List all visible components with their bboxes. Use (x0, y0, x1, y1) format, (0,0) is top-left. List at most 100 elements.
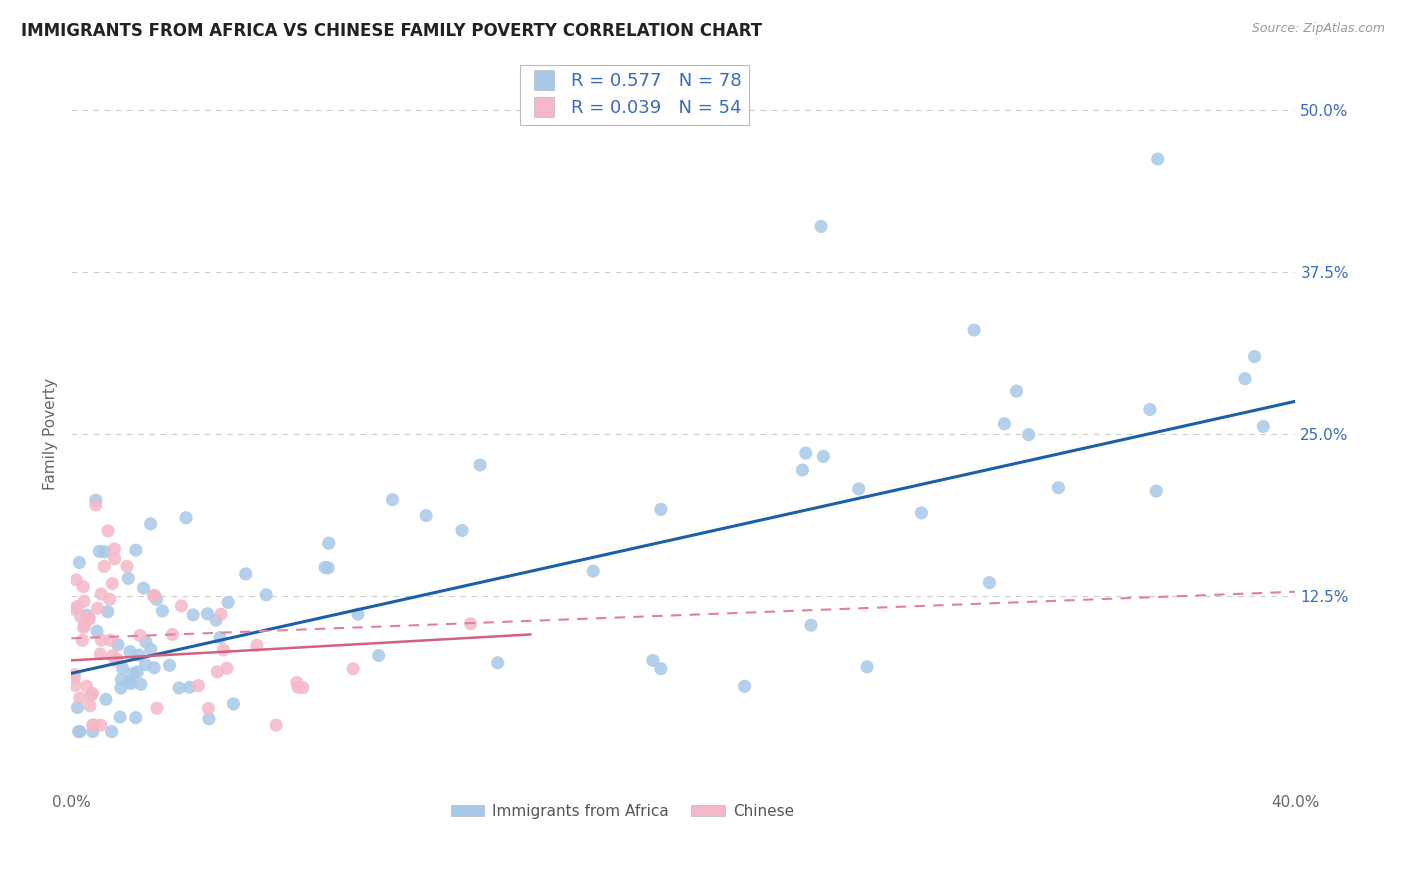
Point (103, 541, 125, 556)
Point (90, 633, 112, 648)
Point (82, 687, 104, 701)
Point (65, 573, 87, 587)
Point (910, 506, 932, 520)
Point (94, 692, 117, 706)
Point (291, 681, 314, 695)
Point (115, 559, 138, 574)
Point (63, 667, 86, 681)
Point (105, 652, 128, 666)
Y-axis label: Family Poverty: Family Poverty (44, 377, 58, 490)
Point (217, 595, 239, 609)
Point (181, 607, 204, 622)
Point (135, 634, 157, 648)
Point (993, 417, 1015, 431)
Point (1139, 402, 1161, 417)
Point (246, 639, 269, 653)
Point (66, 599, 89, 614)
Point (810, 219, 832, 234)
Point (82, 724, 104, 739)
Point (93, 559, 115, 574)
Point (97, 605, 120, 619)
Point (207, 665, 229, 679)
Point (111, 662, 134, 676)
Point (104, 653, 127, 667)
Point (1018, 427, 1040, 442)
Point (197, 607, 219, 621)
Point (792, 463, 814, 477)
Point (1146, 152, 1168, 166)
Point (208, 631, 231, 645)
Point (125, 543, 148, 558)
Point (460, 616, 482, 631)
Point (167, 681, 190, 695)
Point (800, 618, 823, 632)
Point (80, 689, 103, 703)
Point (1253, 419, 1275, 434)
Point (139, 516, 162, 531)
Point (174, 510, 197, 524)
Point (129, 677, 152, 691)
Point (94, 545, 117, 559)
Point (132, 581, 155, 595)
Point (79, 611, 101, 625)
Point (318, 536, 340, 550)
Point (963, 323, 986, 337)
Point (451, 524, 474, 538)
Point (63, 671, 86, 685)
Point (89, 544, 111, 558)
Text: IMMIGRANTS FROM AFRICA VS CHINESE FAMILY POVERTY CORRELATION CHART: IMMIGRANTS FROM AFRICA VS CHINESE FAMILY… (21, 22, 762, 40)
Point (162, 627, 184, 641)
Point (104, 551, 127, 566)
Point (1233, 372, 1256, 386)
Point (101, 576, 124, 591)
Point (63, 602, 86, 616)
Point (79, 698, 101, 713)
Point (128, 648, 150, 662)
Point (215, 661, 238, 675)
Point (110, 673, 132, 687)
Point (316, 561, 339, 575)
Point (381, 492, 404, 507)
Point (254, 588, 277, 602)
Point (198, 712, 221, 726)
Point (582, 564, 605, 578)
Point (342, 662, 364, 676)
Point (212, 643, 235, 657)
Point (142, 589, 165, 603)
Point (170, 599, 193, 613)
Point (84, 498, 107, 512)
Point (107, 638, 129, 652)
Point (187, 679, 209, 693)
Point (90, 718, 112, 732)
Point (69, 609, 91, 624)
Point (641, 653, 664, 667)
Point (314, 560, 336, 574)
Point (72, 620, 94, 634)
Text: Source: ZipAtlas.com: Source: ZipAtlas.com (1251, 22, 1385, 36)
Point (734, 679, 756, 693)
Point (127, 665, 149, 679)
Point (120, 676, 142, 690)
Point (83, 718, 105, 732)
Point (143, 588, 166, 602)
Point (76, 679, 98, 693)
Point (108, 710, 131, 724)
Point (125, 711, 148, 725)
Point (1005, 384, 1028, 398)
Point (69, 724, 91, 739)
Point (159, 658, 181, 673)
Point (82, 718, 104, 732)
Point (72, 580, 94, 594)
Point (285, 675, 308, 690)
Point (415, 508, 437, 523)
Point (73, 594, 96, 608)
Point (120, 644, 142, 658)
Point (848, 482, 870, 496)
Point (84, 493, 107, 508)
Point (150, 604, 173, 618)
Point (205, 613, 228, 627)
Point (235, 566, 257, 581)
Legend: Immigrants from Africa, Chinese: Immigrants from Africa, Chinese (444, 797, 800, 825)
Point (63, 678, 86, 692)
Point (72, 633, 94, 648)
